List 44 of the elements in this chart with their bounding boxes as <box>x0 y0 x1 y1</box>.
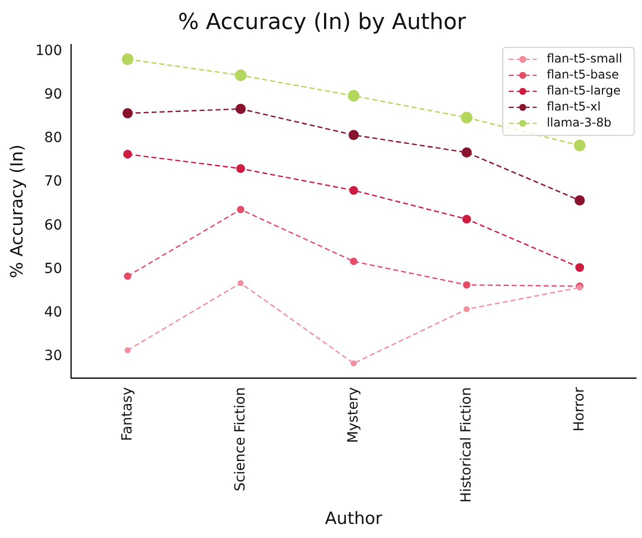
x-tick-label: Science Fiction <box>232 387 248 492</box>
x-tick-label: Historical Fiction <box>458 387 474 503</box>
chart-title: % Accuracy (In) by Author <box>178 10 467 35</box>
x-tick-label: Horror <box>571 386 588 432</box>
point <box>124 272 132 280</box>
legend-label: flan-t5-small <box>546 52 622 66</box>
point <box>350 360 357 366</box>
point <box>574 195 585 206</box>
y-tick-label: 30 <box>44 348 62 364</box>
y-tick-label: 100 <box>35 43 62 60</box>
point <box>234 70 246 82</box>
point <box>122 53 134 66</box>
x-tick-label: Mystery <box>345 387 362 443</box>
y-tick-label: 80 <box>44 130 62 146</box>
point <box>349 186 358 195</box>
point <box>575 263 584 272</box>
x-axis-title: Author <box>325 509 382 530</box>
x-tick-label: Fantasy <box>119 387 136 442</box>
y-axis-title: % Accuracy (In) <box>8 144 28 278</box>
point <box>236 206 244 214</box>
point <box>462 147 472 158</box>
point <box>124 347 131 354</box>
y-tick-label: 40 <box>44 304 62 320</box>
point <box>462 281 470 289</box>
point <box>236 104 246 114</box>
point <box>348 130 359 140</box>
y-tick-label: 90 <box>44 86 62 103</box>
legend-label: llama-3-8b <box>546 116 612 130</box>
point <box>238 280 244 286</box>
point <box>122 108 133 118</box>
point <box>574 140 586 152</box>
legend-label: flan-t5-large <box>546 84 621 98</box>
point <box>464 306 470 312</box>
point <box>123 150 132 159</box>
legend-label: flan-t5-xl <box>546 100 601 114</box>
y-tick-label: 50 <box>44 260 62 277</box>
y-tick-label: 60 <box>44 217 62 234</box>
point <box>350 258 358 266</box>
point <box>462 214 472 224</box>
legend-label: flan-t5-base <box>546 68 619 82</box>
point <box>460 112 472 124</box>
y-tick-label: 70 <box>44 174 62 190</box>
point <box>236 164 246 173</box>
point <box>348 90 360 102</box>
